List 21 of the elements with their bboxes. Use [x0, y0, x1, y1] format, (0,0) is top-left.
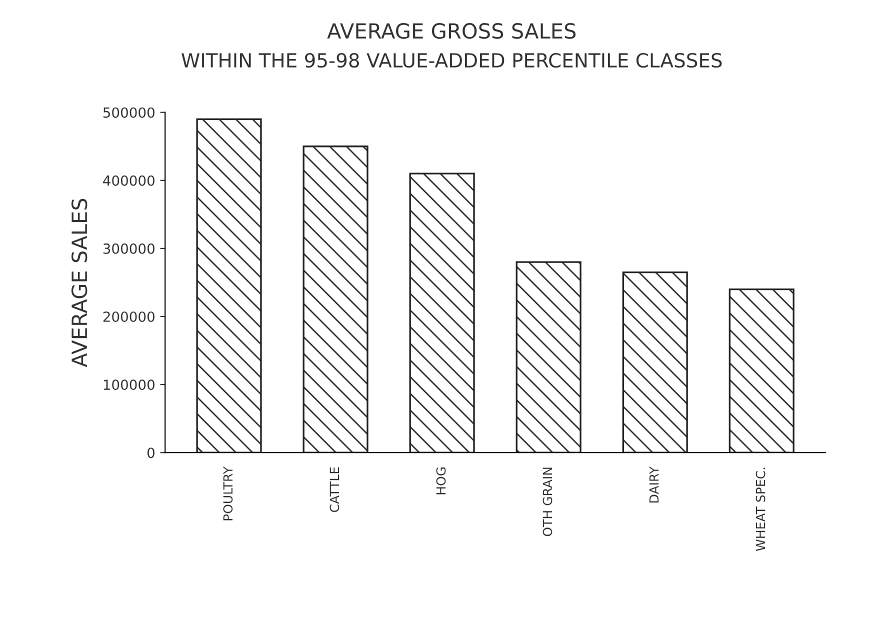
bar: [728, 288, 794, 453]
chart-title: AVERAGE GROSS SALES: [327, 23, 576, 39]
y-tick-label: 0: [147, 448, 154, 458]
x-tick-label: WHEAT SPEC.: [756, 468, 766, 552]
y-tick-label: 400000: [103, 175, 154, 186]
bar: [302, 146, 368, 453]
y-tick-label: 300000: [103, 243, 154, 254]
x-tick-label: OTH GRAIN: [542, 468, 552, 536]
x-tick-label: POULTRY: [223, 466, 233, 520]
bar: [196, 118, 262, 453]
bar: [409, 172, 475, 453]
x-tick-label: DAIRY: [649, 466, 659, 502]
y-tick-label: 500000: [103, 107, 154, 118]
bar: [622, 271, 688, 453]
x-tick-label: CATTLE: [330, 467, 340, 512]
y-axis-title: AVERAGE SALES: [71, 198, 88, 368]
x-tick-label: HOG: [436, 468, 446, 494]
chart-subtitle: WITHIN THE 95-98 VALUE-ADDED PERCENTILE CLASSES: [182, 52, 722, 68]
y-tick-label: 100000: [104, 380, 154, 390]
bar: [516, 261, 582, 453]
y-tick-label: 200000: [103, 311, 154, 322]
